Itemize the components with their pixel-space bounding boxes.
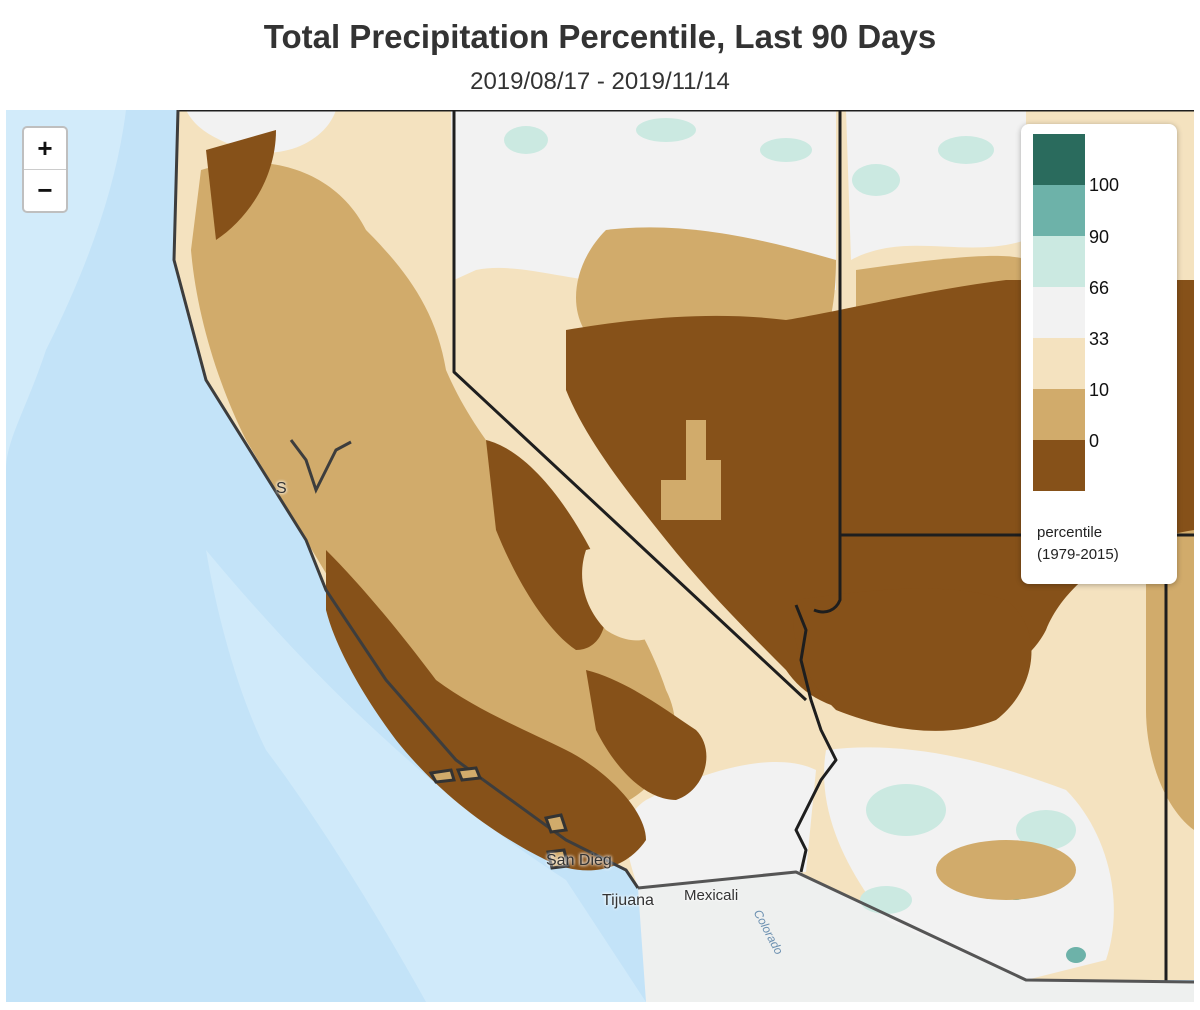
channel-islands [428,766,570,870]
zoom-in-button[interactable]: + [37,133,53,163]
legend-label: 90 [1089,227,1110,247]
wet-spot [504,126,548,154]
legend-label: 10 [1089,380,1110,400]
region-very-dry-mojave [586,670,707,800]
legend-swatch-100-plus [1033,134,1085,185]
zoom-control: + − [22,126,68,213]
region-very-dry-south-nevada [793,588,1032,731]
wet-spot [852,164,900,196]
date-range: 2019/08/17 - 2019/11/14 [470,68,730,95]
region-dry-patch [661,420,721,520]
region-very-dry-south-coast [326,550,646,871]
legend-swatch-0-10 [1033,389,1085,440]
title-area: Total Precipitation Percentile, Last 90 … [0,0,1200,110]
map-canvas[interactable] [6,110,1194,1002]
legend-label: 33 [1089,329,1110,349]
ca-az-border [794,604,838,873]
legend-swatch-90-100 [1033,185,1085,236]
legend-label: 100 [1089,175,1120,195]
island [428,768,456,784]
legend-title-line2: (1979-2015) [1037,546,1119,563]
place-label-sf: S [276,480,287,497]
island [455,766,483,782]
legend-label: 66 [1089,278,1110,298]
region-below-normal-patch [582,548,666,641]
wet-spot [1016,810,1076,850]
region-dry-east [1146,530,1194,830]
mexico-border [637,870,1194,984]
island [546,848,570,870]
sf-bay [289,439,352,494]
place-label-tijuana: Tijuana [602,892,654,909]
legend-swatch-below-0 [1033,440,1085,491]
island [544,813,568,834]
region-normal-north-coast [186,110,336,153]
wet-spot [760,138,812,162]
legend-title: percentile (1979-2015) [1037,522,1119,566]
wet-spot [866,784,946,836]
place-label-san-diego: San Dieg [546,852,612,869]
region-very-dry-north-coast [206,130,276,240]
place-label-mexicali: Mexicali [684,887,739,904]
legend-title-line1: percentile [1037,524,1103,541]
region-very-dry-sierra [486,440,607,650]
ocean-shallow-south [206,550,646,1002]
legend: 100 90 66 33 10 0 percentile (1979-2015) [1021,124,1177,584]
legend-swatch-66-90 [1033,236,1085,287]
legend-swatch-33-66 [1033,287,1085,338]
legend-label: 0 [1089,431,1100,451]
map-title: Total Precipitation Percentile, Last 90 … [263,18,937,55]
coastline [172,110,640,889]
region-dry-arizona [936,840,1076,900]
very-wet-spot [1066,947,1086,963]
region-dry-california [191,162,676,813]
map-view[interactable]: + − S San Dieg Tijuana Mexicali Colorado… [6,110,1194,1002]
mexico-land [638,872,1194,1002]
nv-ut-border [813,110,842,614]
wet-spot [938,136,994,164]
wet-spot [860,886,912,914]
wet-spot [636,118,696,142]
legend-swatch-10-33 [1033,338,1085,389]
ca-nv-border [452,110,808,702]
zoom-out-button[interactable]: − [24,169,66,211]
